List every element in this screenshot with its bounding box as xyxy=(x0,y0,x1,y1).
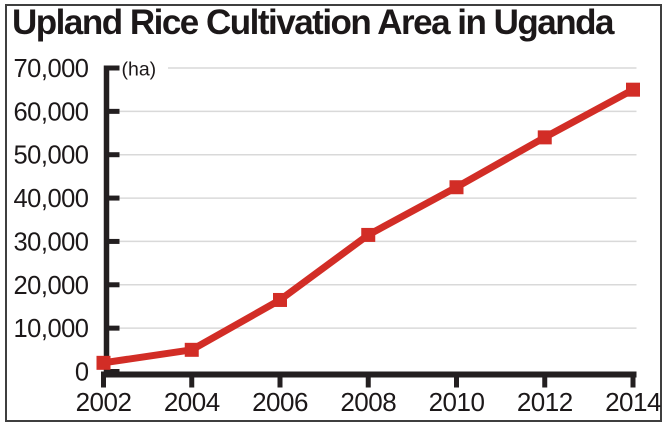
y-axis-unit-label: (ha) xyxy=(122,59,157,81)
y-tick-label: 70,000 xyxy=(14,55,89,83)
x-tick-label: 2010 xyxy=(429,387,485,417)
y-tick-label: 60,000 xyxy=(14,98,89,126)
data-point-marker xyxy=(184,342,199,357)
data-point-marker xyxy=(273,292,287,307)
figure-frame xyxy=(5,4,662,422)
x-tick-label: 2014 xyxy=(605,387,661,417)
x-tick-label: 2004 xyxy=(164,387,220,417)
data-point-marker xyxy=(626,82,640,97)
data-point-marker xyxy=(96,355,111,370)
x-tick-label: 2012 xyxy=(517,387,573,417)
chart-title: Upland Rice Cultivation Area in Uganda xyxy=(12,3,614,42)
x-tick-label: 2006 xyxy=(252,387,308,417)
y-tick-label: 0 xyxy=(75,359,89,387)
y-tick-label: 10,000 xyxy=(14,315,89,343)
x-tick-label: 2002 xyxy=(76,387,132,417)
y-tick-label: 30,000 xyxy=(14,228,89,256)
y-tick-label: 20,000 xyxy=(14,272,89,300)
data-line xyxy=(102,86,635,367)
y-tick-label: 40,000 xyxy=(14,185,89,213)
y-tick-label: 50,000 xyxy=(14,142,89,170)
data-point-marker xyxy=(537,130,552,145)
x-tick-label: 2008 xyxy=(340,387,396,417)
data-point-marker xyxy=(449,180,464,195)
data-point-marker xyxy=(361,227,376,242)
